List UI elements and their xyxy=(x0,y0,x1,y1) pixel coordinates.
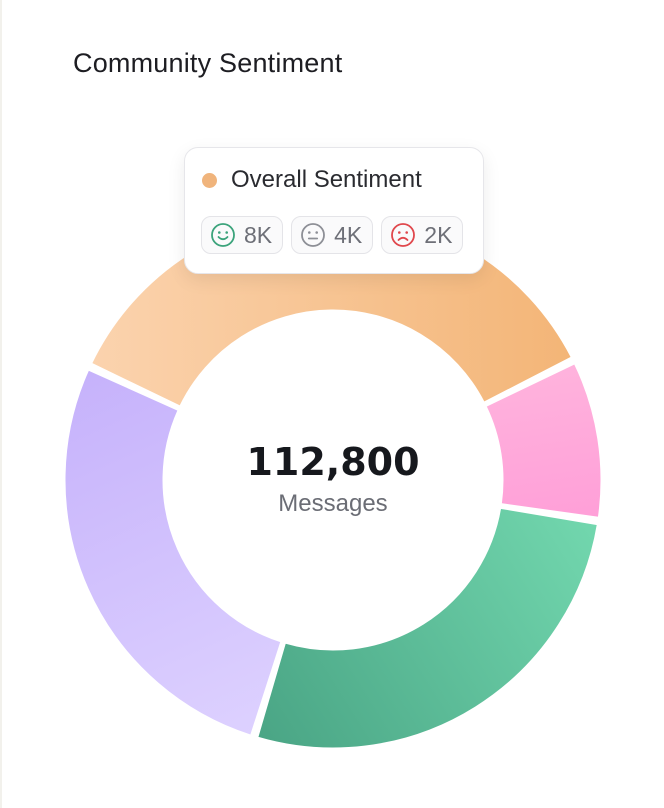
donut-slice-3[interactable] xyxy=(257,507,598,749)
negative-count: 2K xyxy=(424,221,453,248)
series-color-dot xyxy=(202,172,217,188)
frown-icon xyxy=(391,223,416,247)
negative-count-pill: 2K xyxy=(381,216,464,254)
total-messages-label: Messages xyxy=(278,490,388,517)
tooltip-series-name: Overall Sentiment xyxy=(231,166,422,193)
donut-slice-2[interactable] xyxy=(485,363,602,518)
smile-icon xyxy=(211,223,235,247)
neutral-count-pill: 4K xyxy=(291,216,374,254)
sentiment-tooltip: Overall Sentiment 8K 4K xyxy=(184,147,484,274)
chart-title: Community Sentiment xyxy=(73,48,343,78)
total-messages-value: 112,800 xyxy=(246,440,420,484)
positive-count-pill: 8K xyxy=(201,216,284,254)
positive-count: 8K xyxy=(244,221,273,248)
neutral-face-icon xyxy=(301,223,326,247)
neutral-count: 4K xyxy=(334,221,363,248)
donut-slice-4[interactable] xyxy=(64,369,282,736)
